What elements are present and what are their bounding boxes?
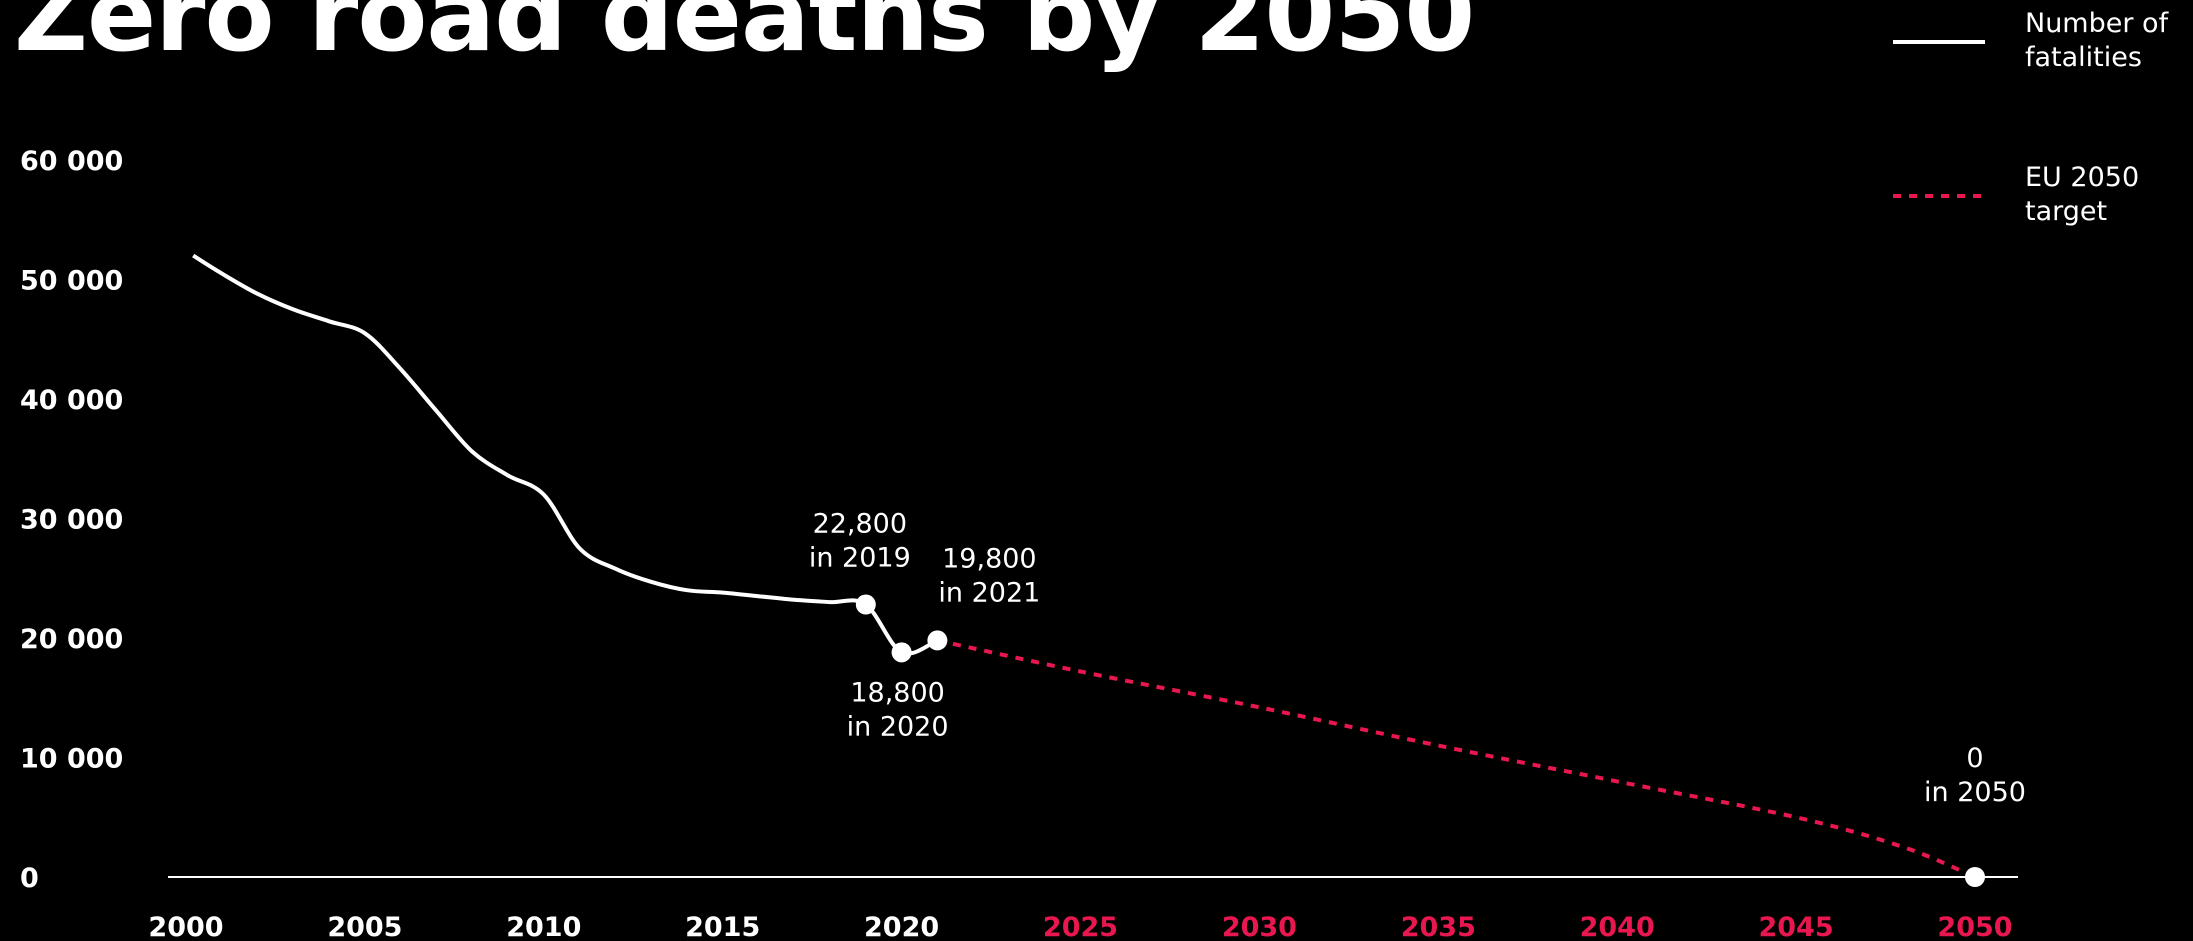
data-point-marker xyxy=(1965,867,1985,887)
y-tick-label: 40 000 xyxy=(20,385,123,416)
x-tick-label: 2015 xyxy=(685,912,760,941)
x-tick-label: 2010 xyxy=(506,912,581,941)
data-point-marker xyxy=(855,594,876,615)
annotation-year: in 2050 xyxy=(1924,777,2026,808)
x-tick-label: 2005 xyxy=(327,912,402,941)
y-tick-label: 60 000 xyxy=(20,146,123,177)
x-tick-label: 2030 xyxy=(1222,912,1297,941)
y-tick-label: 10 000 xyxy=(20,744,123,775)
x-tick-label: 2040 xyxy=(1580,912,1655,941)
annotation-value: 22,800 xyxy=(813,509,907,540)
x-tick-label: 2000 xyxy=(148,912,223,941)
x-tick-label: 2050 xyxy=(1937,912,2012,941)
data-point-marker xyxy=(891,642,912,663)
legend-label: Number of xyxy=(2025,8,2170,39)
axis-layer: 60 000 50 000 40 000 30 000 20 000 10 000 0 200… xyxy=(20,146,2018,941)
y-tick-label: 0 xyxy=(20,863,39,894)
x-tick-label: 2025 xyxy=(1043,912,1118,941)
marker-layer xyxy=(855,594,1985,887)
annotation-year: in 2020 xyxy=(847,711,949,742)
x-tick-label: 2045 xyxy=(1759,912,1834,941)
chart-title: Zero road deaths by 2050 xyxy=(14,0,1475,75)
series-line-target xyxy=(936,638,1976,879)
data-point-marker xyxy=(927,630,948,651)
y-tick-label: 20 000 xyxy=(20,624,123,655)
x-tick-label: 2020 xyxy=(864,912,939,941)
x-tick-label: 2035 xyxy=(1401,912,1476,941)
legend-label: target xyxy=(2025,196,2107,227)
annotation-year: in 2019 xyxy=(809,543,911,574)
annotation-value: 18,800 xyxy=(850,677,944,708)
annotation-value: 0 xyxy=(1966,743,1983,774)
legend-label: fatalities xyxy=(2025,42,2142,73)
series-layer xyxy=(192,253,1976,879)
annotation-year: in 2021 xyxy=(938,577,1040,608)
series-line-fatalities xyxy=(192,253,939,656)
y-tick-label: 30 000 xyxy=(20,505,123,536)
legend-label: EU 2050 xyxy=(2025,162,2139,193)
y-tick-label: 50 000 xyxy=(20,266,123,297)
annotation-value: 19,800 xyxy=(942,543,1036,574)
